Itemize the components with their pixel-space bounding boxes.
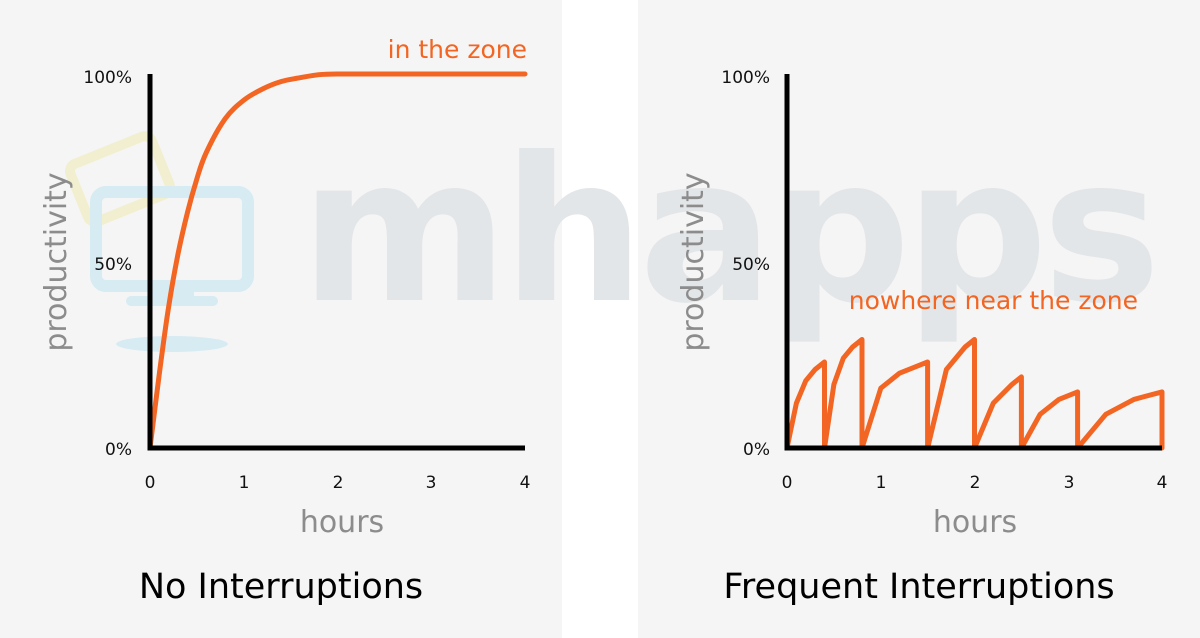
right-chart-title: Frequent Interruptions bbox=[723, 567, 1114, 607]
left-series-line bbox=[147, 71, 528, 451]
right-y-tick-label: 50% bbox=[732, 255, 770, 275]
chart-frequent-interruptions: 0% 50% 100% 0 1 2 3 4 productivity hours… bbox=[676, 68, 1167, 607]
left-y-tick-label: 100% bbox=[83, 68, 132, 88]
right-panel-background bbox=[638, 0, 1200, 638]
right-x-tick-label: 4 bbox=[1157, 473, 1168, 493]
right-x-tick-label: 2 bbox=[970, 473, 981, 493]
right-y-tick-label: 100% bbox=[721, 68, 770, 88]
right-x-tick-label: 1 bbox=[876, 473, 887, 493]
left-x-tick-label: 3 bbox=[426, 473, 437, 493]
right-annotation-label: nowhere near the zone bbox=[849, 286, 1138, 315]
left-y-axis-title: productivity bbox=[39, 172, 74, 351]
left-x-axis-title: hours bbox=[300, 505, 384, 540]
left-tick-labels: 0% 50% 100% 0 1 2 3 4 bbox=[83, 68, 530, 493]
left-x-tick-label: 4 bbox=[520, 473, 531, 493]
left-chart-title: No Interruptions bbox=[139, 567, 423, 607]
right-y-tick-label: 0% bbox=[743, 440, 770, 460]
left-panel-background bbox=[0, 0, 562, 638]
right-series-line bbox=[784, 337, 1165, 451]
right-y-axis-title: productivity bbox=[676, 172, 711, 351]
right-x-axis-title: hours bbox=[933, 505, 1017, 540]
left-x-tick-label: 1 bbox=[239, 473, 250, 493]
left-y-tick-label: 50% bbox=[94, 255, 132, 275]
left-x-tick-label: 0 bbox=[145, 473, 156, 493]
watermark-text: mhapps bbox=[300, 115, 1155, 348]
left-x-tick-label: 2 bbox=[333, 473, 344, 493]
right-x-tick-label: 3 bbox=[1064, 473, 1075, 493]
left-annotation-label: in the zone bbox=[388, 35, 527, 64]
right-x-tick-label: 0 bbox=[782, 473, 793, 493]
right-tick-labels: 0% 50% 100% 0 1 2 3 4 bbox=[721, 68, 1167, 493]
chart-no-interruptions: 0% 50% 100% 0 1 2 3 4 productivity hours… bbox=[39, 35, 530, 607]
left-y-tick-label: 0% bbox=[105, 440, 132, 460]
